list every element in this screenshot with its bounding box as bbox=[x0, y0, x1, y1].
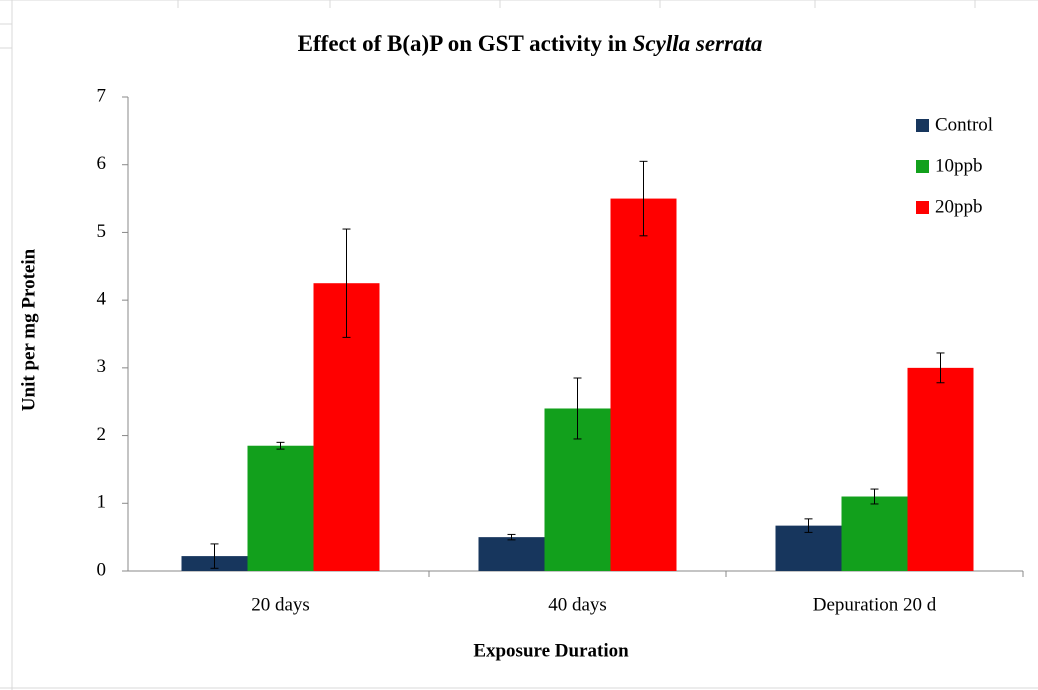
y-tick-label: 3 bbox=[97, 356, 107, 377]
y-tick-label: 6 bbox=[97, 153, 107, 174]
title-text: Effect of B(a)P on GST activity in bbox=[298, 31, 627, 56]
x-tick-label: 20 days bbox=[251, 594, 310, 615]
legend-label: 20ppb bbox=[935, 196, 983, 217]
bar bbox=[478, 537, 545, 571]
legend-label: 10ppb bbox=[935, 155, 983, 176]
chart-title: Effect of B(a)P on GST activity in Scyll… bbox=[298, 31, 763, 56]
error-bar bbox=[573, 377, 582, 440]
error-bar bbox=[936, 352, 945, 384]
y-tick-label: 7 bbox=[97, 85, 107, 106]
y-tick-label: 2 bbox=[97, 424, 107, 445]
x-tick-label: 40 days bbox=[548, 594, 607, 615]
y-tick-label: 4 bbox=[97, 289, 107, 310]
error-bar bbox=[507, 533, 516, 541]
title-species: Scylla serrata bbox=[633, 31, 763, 56]
error-bar bbox=[276, 441, 285, 450]
y-tick-label: 0 bbox=[97, 559, 107, 580]
legend-swatch bbox=[916, 160, 929, 173]
bar bbox=[841, 496, 908, 571]
x-tick-label: Depuration 20 d bbox=[813, 594, 937, 615]
legend-swatch bbox=[916, 201, 929, 214]
y-axis-label: Unit per mg Protein bbox=[18, 248, 39, 411]
bar bbox=[247, 445, 314, 571]
error-bar bbox=[210, 543, 219, 569]
bar bbox=[775, 525, 842, 571]
bar bbox=[907, 367, 974, 571]
error-bar bbox=[639, 160, 648, 237]
y-tick-label: 1 bbox=[97, 492, 107, 513]
bar bbox=[610, 198, 677, 572]
error-bar bbox=[870, 488, 879, 505]
y-tick-label: 5 bbox=[97, 221, 107, 242]
error-bar bbox=[342, 228, 351, 338]
legend-swatch bbox=[916, 119, 929, 132]
legend-label: Control bbox=[935, 114, 993, 135]
error-bar bbox=[804, 518, 813, 533]
x-axis-label: Exposure Duration bbox=[473, 640, 629, 661]
